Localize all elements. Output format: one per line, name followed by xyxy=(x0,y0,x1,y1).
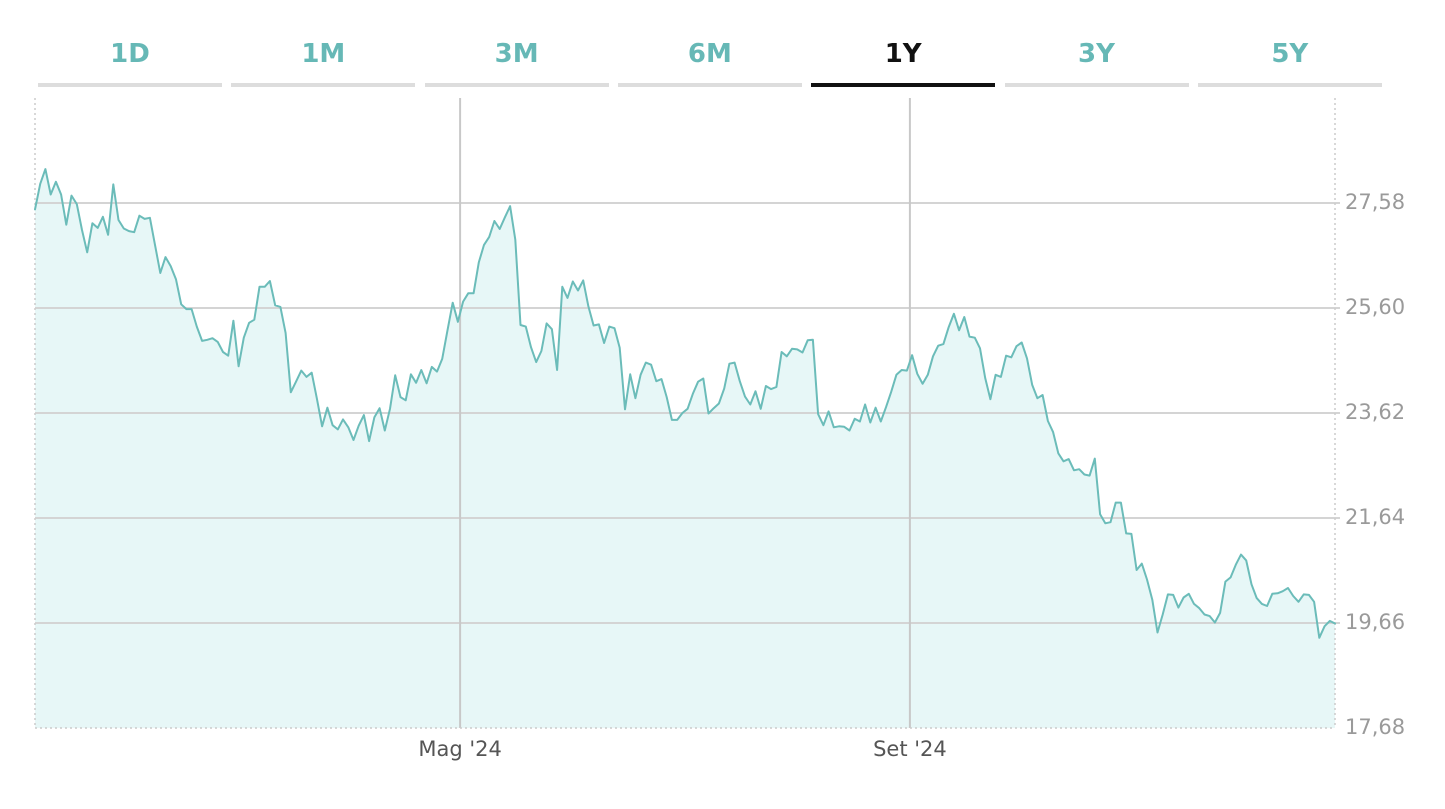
y-tick-label: 21,64 xyxy=(1345,505,1405,529)
series-line xyxy=(34,168,1336,639)
tab-underline xyxy=(1197,83,1382,87)
tab-underline xyxy=(38,83,222,87)
tab-underline xyxy=(617,83,802,87)
y-tick-label: 25,60 xyxy=(1345,295,1405,319)
tab-3m[interactable]: 3M xyxy=(424,0,609,90)
y-tick-label: 17,68 xyxy=(1345,715,1405,739)
tab-1y[interactable]: 1Y xyxy=(811,0,996,90)
tab-3y[interactable]: 3Y xyxy=(1004,0,1189,90)
y-tick-label: 23,62 xyxy=(1345,400,1405,424)
tab-underline xyxy=(1004,83,1189,87)
y-tick-label: 27,58 xyxy=(1345,190,1405,214)
y-tick-label: 19,66 xyxy=(1345,610,1405,634)
tab-label: 6M xyxy=(687,39,732,69)
tab-1m[interactable]: 1M xyxy=(231,0,416,90)
tab-5y[interactable]: 5Y xyxy=(1197,0,1382,90)
time-range-tabs: 1D 1M 3M 6M 1Y 3Y 5Y xyxy=(0,0,1445,90)
tab-active-indicator xyxy=(811,83,996,87)
tab-label: 1M xyxy=(301,39,346,69)
tab-underline xyxy=(424,83,609,87)
tab-1d[interactable]: 1D xyxy=(38,0,222,90)
tab-label: 3M xyxy=(494,39,539,69)
tab-label: 1Y xyxy=(884,39,922,69)
tab-label: 5Y xyxy=(1271,39,1309,69)
tab-6m[interactable]: 6M xyxy=(617,0,802,90)
x-tick-label: Set '24 xyxy=(873,737,947,761)
x-tick-label: Mag '24 xyxy=(418,737,502,761)
tab-label: 3Y xyxy=(1078,39,1115,69)
tab-underline xyxy=(231,83,416,87)
tab-label: 1D xyxy=(110,39,150,69)
series-area-fill xyxy=(35,169,1335,729)
